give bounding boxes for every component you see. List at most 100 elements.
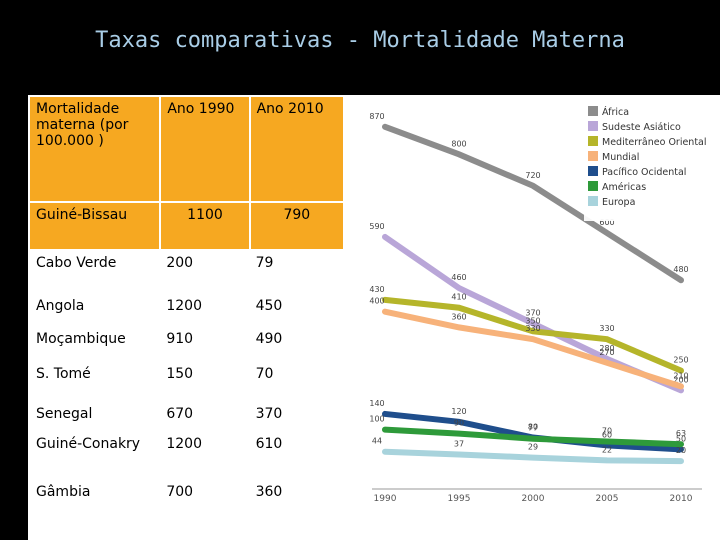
- table-cell: 700: [166, 484, 194, 500]
- table-cell: S. Tomé: [36, 366, 91, 382]
- table-row: Guiné-Bissau 1100 790: [30, 202, 346, 251]
- table-row: Moçambique 910 490: [30, 327, 344, 362]
- legend-label: África: [602, 106, 629, 118]
- data-label: 430: [369, 285, 384, 294]
- table-cell: 1200: [166, 298, 202, 314]
- legend-swatch: [588, 166, 598, 176]
- data-label: 480: [673, 265, 688, 274]
- series-line: [382, 308, 684, 390]
- data-label: 90: [454, 419, 464, 428]
- x-tick-label: 1995: [448, 494, 471, 504]
- data-label: 210: [673, 371, 688, 380]
- data-label: 460: [451, 273, 466, 282]
- table-cell: 79: [255, 255, 274, 271]
- table-cell: Mortalidade materna (por 100.000 ): [30, 97, 162, 203]
- table-cell: 450: [255, 298, 283, 314]
- legend-label: Mundial: [602, 152, 639, 163]
- table-cell: 370: [255, 406, 283, 422]
- mortality-table: Mortalidade materna (por 100.000 ) Ano 19…: [30, 97, 346, 512]
- series-line: [382, 296, 684, 374]
- table-cell: 610: [255, 436, 283, 452]
- table-cell: Guiné-Bissau: [30, 202, 162, 251]
- data-label: 140: [369, 399, 384, 408]
- data-label: 50: [676, 434, 686, 443]
- series-line: [382, 123, 684, 284]
- data-label: 44: [372, 437, 382, 446]
- legend-label: Mediterrâneo Oriental: [602, 137, 707, 148]
- legend-label: Europa: [602, 197, 635, 208]
- table-cell: 790: [249, 202, 346, 251]
- legend-swatch: [588, 136, 598, 146]
- series-line: [382, 448, 684, 465]
- data-label: 360: [451, 312, 466, 321]
- legend-box: [584, 103, 718, 221]
- table-cell: Senegal: [36, 406, 93, 422]
- legend-label: Pacífico Ocidental: [602, 167, 686, 178]
- table-cell: Ano 2010: [249, 97, 346, 203]
- data-label: 720: [525, 171, 540, 180]
- data-label: 250: [673, 356, 688, 365]
- data-label: 200: [673, 375, 688, 384]
- table-cell: 1100: [160, 202, 251, 251]
- table-row: Gâmbia 700 360: [30, 480, 344, 512]
- legend-label: Américas: [602, 182, 646, 193]
- data-label: 870: [369, 112, 384, 121]
- data-label: 270: [599, 348, 614, 357]
- slide-title: Taxas comparativas - Mortalidade Materna: [95, 28, 625, 53]
- legend-swatch: [588, 121, 598, 131]
- table-row: Guiné-Conakry 1200 610: [30, 432, 344, 480]
- data-label: 29: [528, 443, 538, 452]
- table-row: Angola 1200 450: [30, 294, 344, 327]
- data-label: 70: [602, 426, 612, 435]
- data-label: 80: [528, 423, 538, 432]
- data-label: 370: [525, 308, 540, 317]
- x-tick-label: 1990: [374, 494, 397, 504]
- data-label: 20: [676, 446, 686, 455]
- table-cell: Gâmbia: [36, 484, 91, 500]
- table-cell: 150: [166, 366, 194, 382]
- data-label: 400: [369, 297, 384, 306]
- table-row: S. Tomé 150 70: [30, 362, 344, 402]
- data-label: 63: [676, 429, 686, 438]
- data-label: 330: [525, 324, 540, 333]
- table-cell: Guiné-Conakry: [36, 436, 141, 452]
- data-label: 22: [602, 445, 612, 454]
- chart: 1990 1995 2000 2005 2010 870 800 720 600 480 590 46…: [352, 97, 720, 507]
- legend-swatch: [588, 181, 598, 191]
- data-label: 280: [599, 344, 614, 353]
- data-label: 330: [599, 324, 614, 333]
- header-band: [0, 0, 720, 95]
- table-row: Mortalidade materna (por 100.000 ) Ano 19…: [30, 97, 346, 203]
- table-cell: 70: [255, 366, 274, 382]
- data-label: 37: [454, 439, 464, 448]
- legend-swatch: [588, 151, 598, 161]
- data-label: 100: [369, 415, 384, 424]
- table-cell: 490: [255, 331, 283, 347]
- data-label: 77: [528, 424, 538, 433]
- side-bar: [0, 95, 28, 540]
- table-cell: 360: [255, 484, 283, 500]
- x-tick-label: 2005: [596, 494, 619, 504]
- table-cell: Angola: [36, 298, 85, 314]
- table-cell: 670: [166, 406, 194, 422]
- series-line: [382, 426, 684, 448]
- data-label: 590: [369, 222, 384, 231]
- table-row: Senegal 670 370: [30, 402, 344, 432]
- table-cell: Ano 1990: [160, 97, 251, 203]
- legend-swatch: [588, 106, 598, 116]
- data-label: 800: [451, 139, 466, 148]
- data-label: 60: [602, 430, 612, 439]
- x-tick-label: 2010: [670, 494, 693, 504]
- data-label: 410: [451, 293, 466, 302]
- table-cell: Moçambique: [36, 331, 126, 347]
- table-cell: Cabo Verde: [36, 255, 117, 271]
- legend-swatch: [588, 196, 598, 206]
- legend-label: Sudeste Asiático: [602, 122, 681, 133]
- data-label: 120: [451, 407, 466, 416]
- table-cell: 1200: [166, 436, 202, 452]
- x-tick-label: 2000: [522, 494, 545, 504]
- table-cell: 200: [166, 255, 194, 271]
- data-label: 350: [525, 316, 540, 325]
- table-row: Cabo Verde 200 79: [30, 250, 344, 294]
